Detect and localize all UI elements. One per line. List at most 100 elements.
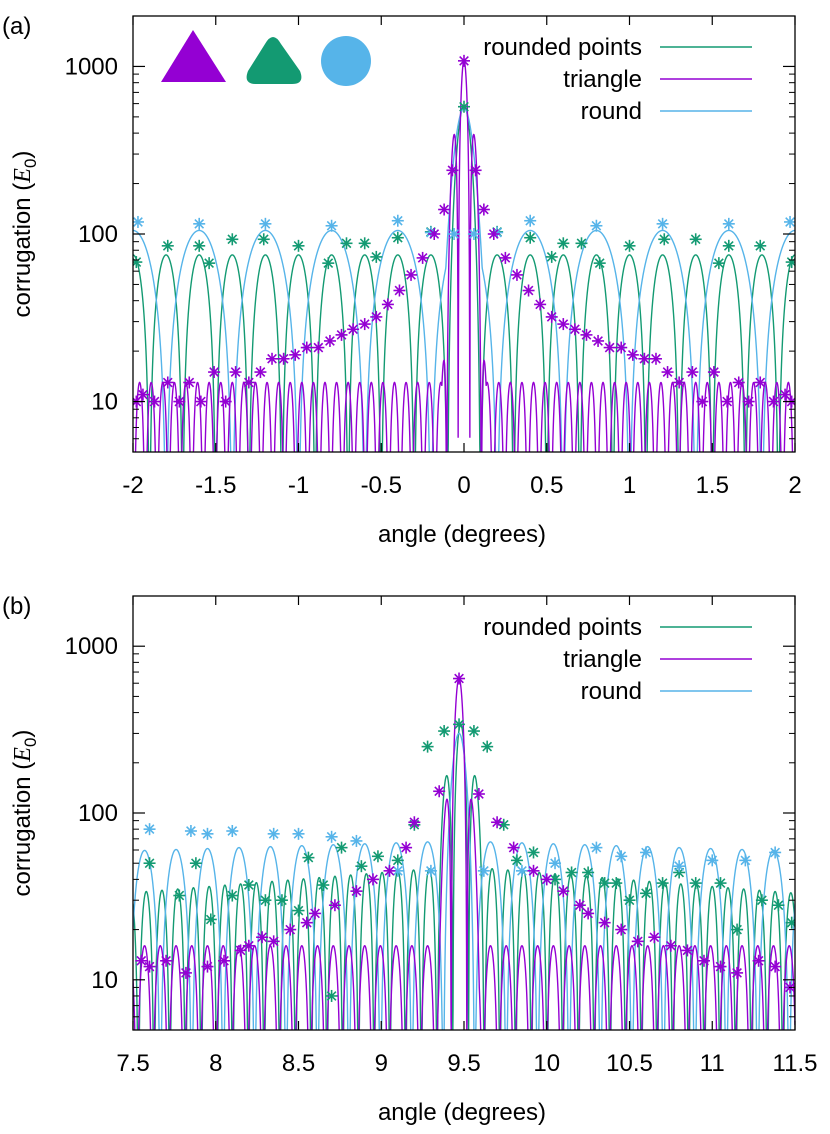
y-axis-label-symbol: E [10, 168, 36, 184]
y-axis-label-suffix: ) [9, 151, 36, 159]
data-point-triangle [491, 816, 504, 829]
data-point-triangle [143, 960, 156, 973]
data-point-triangle [179, 966, 192, 979]
data-point-triangle [582, 907, 595, 920]
data-point-round [325, 830, 338, 843]
data-point-triangle [499, 251, 512, 264]
data-point-rounded-points [173, 889, 186, 902]
data-point-triangle [408, 816, 421, 829]
data-point-triangle [545, 310, 558, 323]
data-point-round [184, 824, 197, 837]
data-point-triangle [393, 284, 406, 297]
data-point-triangle [405, 268, 418, 281]
data-point-rounded-points [391, 854, 404, 867]
y-axis-label-prefix: corrugation ( [9, 183, 36, 318]
data-point-rounded-points [714, 877, 727, 890]
data-point-rounded-points [689, 233, 702, 246]
legend: rounded points triangle round [483, 614, 752, 705]
data-point-rounded-points [189, 857, 202, 870]
data-point-rounded-points [340, 237, 353, 250]
data-point-round [391, 214, 404, 227]
data-point-round [706, 854, 719, 867]
data-point-triangle [648, 931, 661, 944]
data-point-triangle [752, 954, 765, 967]
data-point-round [722, 217, 735, 230]
legend-label: rounded points [483, 34, 642, 61]
triangle-shape-icon [161, 30, 226, 82]
data-point-round [201, 827, 214, 840]
data-point-rounded-points [772, 899, 785, 912]
data-point-rounded-points [689, 877, 702, 890]
y-tick-label: 1000 [65, 53, 118, 80]
x-tick-label: 10.5 [606, 1050, 653, 1077]
data-point-rounded-points [204, 913, 217, 926]
data-point-triangle [469, 164, 482, 177]
data-point-round [549, 857, 562, 870]
data-point-rounded-points [292, 239, 305, 252]
x-tick-label: 0 [457, 472, 470, 499]
data-point-triangle [615, 341, 628, 354]
data-point-triangle [534, 298, 547, 311]
data-point-rounded-points [593, 257, 606, 270]
data-point-rounded-points [557, 237, 570, 250]
data-point-round [226, 824, 239, 837]
data-point-rounded-points [325, 989, 338, 1002]
data-point-rounded-points [467, 725, 480, 738]
data-point-rounded-points [438, 725, 451, 738]
legend-label: round [581, 678, 642, 705]
data-point-triangle [438, 203, 451, 216]
data-point-round [615, 850, 628, 863]
data-point-triangle [161, 376, 174, 389]
data-point-triangle [219, 395, 232, 408]
x-tick-label: 8 [209, 1050, 222, 1077]
data-point-rounded-points [722, 239, 735, 252]
data-point-triangle [289, 348, 302, 361]
data-point-rounded-points [391, 231, 404, 244]
data-point-round [673, 860, 686, 873]
data-point-triangle [510, 268, 523, 281]
data-point-round [424, 864, 437, 877]
data-point-rounded-points [193, 239, 206, 252]
data-point-triangle [381, 298, 394, 311]
data-point-rounded-points [358, 237, 371, 250]
y-axis-label-suffix: ) [9, 730, 36, 738]
panel-a: (a) -2 -1.5 -1 -0.5 0 0.5 1 1.5 2 10 100 1000 angle (… [2, 13, 802, 548]
data-point-rounded-points [524, 231, 537, 244]
y-tick-label: 10 [91, 967, 118, 994]
data-point-rounded-points [481, 740, 494, 753]
data-point-triangle [277, 352, 290, 365]
data-point-rounded-points [143, 857, 156, 870]
x-tick-label: 11.5 [773, 1050, 818, 1077]
x-axis-label: angle (degrees) [378, 521, 546, 548]
data-point-rounded-points [226, 233, 239, 246]
data-point-rounded-points [598, 877, 611, 890]
data-point-round [784, 215, 795, 228]
series-line-triangle [133, 677, 795, 1030]
data-point-triangle [370, 310, 383, 323]
data-point-triangle [540, 873, 553, 886]
x-tick-label: 9.5 [447, 1050, 480, 1077]
data-point-triangle [626, 348, 639, 361]
data-point-triangle [673, 376, 686, 389]
data-point-triangle [366, 873, 379, 886]
y-axis-label-symbol: E [10, 747, 36, 763]
data-point-rounded-points [275, 894, 288, 907]
data-point-rounded-points [226, 889, 239, 902]
data-point-triangle [472, 787, 485, 800]
x-tick-label: 10 [533, 1050, 560, 1077]
data-point-rounded-points [322, 257, 335, 270]
y-axis-label: corrugation (E0) [9, 151, 40, 318]
x-axis-label: angle (degrees) [378, 1099, 546, 1126]
data-point-round [133, 215, 144, 228]
x-tick-label: 1 [623, 472, 636, 499]
data-point-triangle [242, 376, 255, 389]
data-point-triangle [681, 944, 694, 957]
data-point-rounded-points [731, 923, 744, 936]
data-point-round [325, 219, 338, 232]
data-point-triangle [428, 228, 441, 240]
x-tick-label: -0.5 [361, 472, 402, 499]
data-point-round [590, 219, 603, 232]
x-tick-label: 8.5 [282, 1050, 315, 1077]
data-point-triangle [557, 885, 570, 898]
data-point-triangle [598, 916, 611, 929]
